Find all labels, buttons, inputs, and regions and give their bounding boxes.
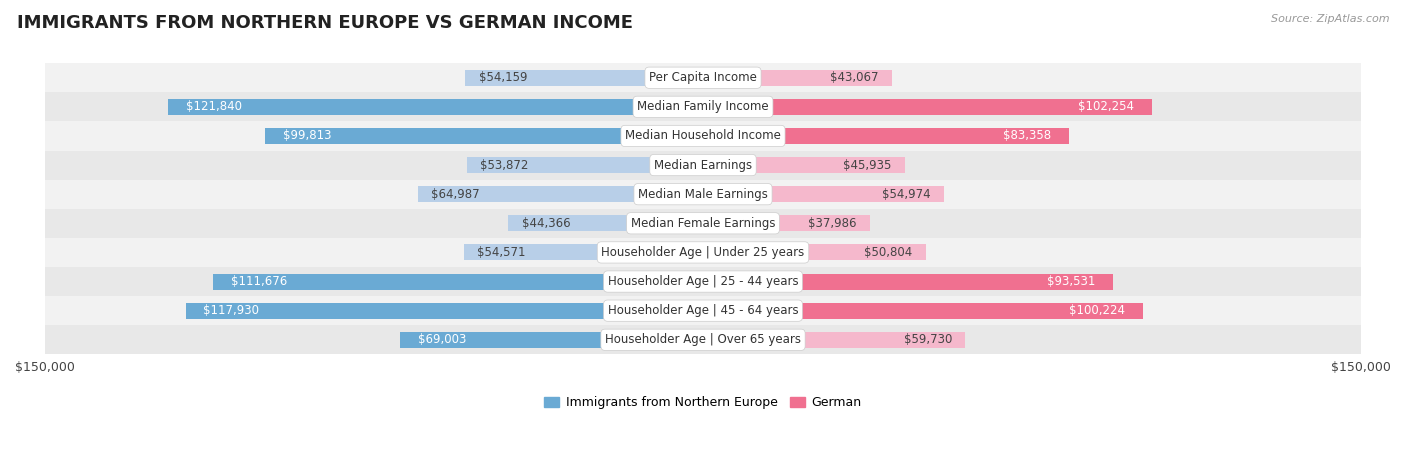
Text: $44,366: $44,366 [522,217,571,230]
Text: $100,224: $100,224 [1069,304,1125,317]
Bar [45,150,1361,180]
Text: $93,531: $93,531 [1047,275,1095,288]
Bar [186,303,703,318]
Text: $37,986: $37,986 [808,217,856,230]
Bar [703,157,904,173]
Bar [266,128,703,144]
Bar [703,332,965,348]
Legend: Immigrants from Northern Europe, German: Immigrants from Northern Europe, German [540,391,866,414]
Text: Median Family Income: Median Family Income [637,100,769,113]
Bar [45,92,1361,121]
Text: Per Capita Income: Per Capita Income [650,71,756,84]
Text: $53,872: $53,872 [479,159,529,171]
Bar [703,274,1114,290]
Text: Median Household Income: Median Household Income [626,129,780,142]
Bar [703,128,1069,144]
Bar [45,296,1361,325]
Text: $59,730: $59,730 [904,333,952,346]
Text: Median Female Earnings: Median Female Earnings [631,217,775,230]
Text: Source: ZipAtlas.com: Source: ZipAtlas.com [1271,14,1389,24]
Bar [467,157,703,173]
Text: $99,813: $99,813 [283,129,332,142]
Bar [401,332,703,348]
Text: Householder Age | Under 25 years: Householder Age | Under 25 years [602,246,804,259]
Text: $121,840: $121,840 [186,100,242,113]
Bar [214,274,703,290]
Text: $69,003: $69,003 [418,333,467,346]
Text: $64,987: $64,987 [432,188,479,201]
Bar [45,238,1361,267]
Text: IMMIGRANTS FROM NORTHERN EUROPE VS GERMAN INCOME: IMMIGRANTS FROM NORTHERN EUROPE VS GERMA… [17,14,633,32]
Bar [465,70,703,86]
Text: $111,676: $111,676 [231,275,287,288]
Bar [703,99,1152,115]
Text: $54,571: $54,571 [477,246,526,259]
Bar [45,121,1361,150]
Bar [464,244,703,261]
Text: $45,935: $45,935 [844,159,891,171]
Bar [703,215,870,231]
Bar [45,267,1361,296]
Text: Median Earnings: Median Earnings [654,159,752,171]
Bar [703,70,891,86]
Bar [703,186,945,202]
Bar [45,63,1361,92]
Text: $43,067: $43,067 [831,71,879,84]
Text: Householder Age | Over 65 years: Householder Age | Over 65 years [605,333,801,346]
Text: $54,159: $54,159 [478,71,527,84]
Text: $50,804: $50,804 [865,246,912,259]
Bar [45,180,1361,209]
Text: Median Male Earnings: Median Male Earnings [638,188,768,201]
Bar [509,215,703,231]
Text: $102,254: $102,254 [1078,100,1135,113]
Text: Householder Age | 25 - 44 years: Householder Age | 25 - 44 years [607,275,799,288]
Bar [703,244,927,261]
Text: Householder Age | 45 - 64 years: Householder Age | 45 - 64 years [607,304,799,317]
Text: $83,358: $83,358 [1002,129,1052,142]
Text: $54,974: $54,974 [883,188,931,201]
Text: $117,930: $117,930 [204,304,259,317]
Bar [45,209,1361,238]
Bar [45,325,1361,354]
Bar [418,186,703,202]
Bar [703,303,1143,318]
Bar [169,99,703,115]
